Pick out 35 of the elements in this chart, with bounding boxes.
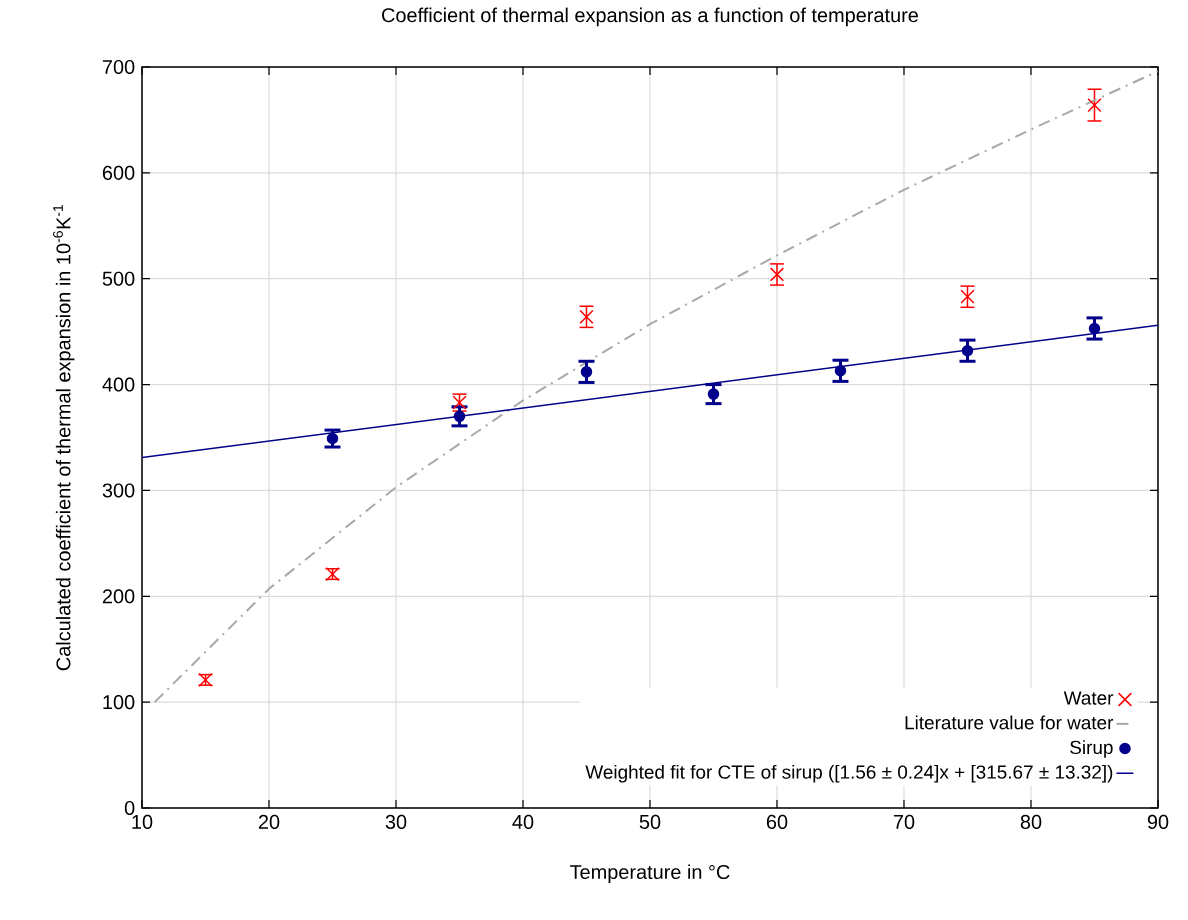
y-tick-label: 300	[102, 483, 135, 498]
y-tick-label: 700	[102, 59, 135, 75]
point	[326, 432, 339, 445]
point	[960, 289, 975, 304]
legend-label: Literature value for water	[905, 715, 1114, 730]
y-tick-label: 200	[102, 589, 135, 604]
line-series	[153, 70, 1158, 704]
y-tick-label: 0	[124, 800, 135, 816]
x-tick-label: 60	[766, 814, 788, 829]
point	[961, 344, 974, 357]
chart-title: Coefficient of thermal expansion as a function of temperature	[382, 7, 918, 27]
x-tick-label: 30	[385, 814, 407, 829]
x-tick-label: 70	[893, 814, 915, 829]
x-axis-title: Temperature in °C	[570, 864, 730, 884]
point	[1088, 322, 1101, 335]
point	[707, 388, 720, 400]
x-tick-label: 20	[258, 814, 280, 829]
point	[580, 366, 593, 378]
point	[769, 267, 785, 282]
x-tick-label: 50	[639, 814, 661, 829]
y-tick-label: 100	[103, 695, 135, 710]
y-axis-title: Calculated coefficient of thermal expansion in 10$^{-6}$K$^{-1}$	[53, 204, 75, 671]
x-tick-label: 40	[512, 814, 534, 829]
legend-label: Weighted fit for CTE of sirup ([1.56 ± 0.24]x + [315.67 ± 13.32])	[585, 764, 1113, 783]
x-tick-label: 90	[1147, 814, 1169, 829]
x-tick-label: 80	[1020, 814, 1042, 829]
point	[1087, 97, 1102, 113]
legend-label: Sirup	[1070, 740, 1113, 758]
x-tick-label: 10	[132, 814, 153, 829]
y-tick-label: 400	[102, 377, 135, 392]
y-tick-label: 600	[102, 165, 135, 180]
legend-label: Water	[1063, 691, 1114, 705]
point	[579, 309, 594, 324]
point	[834, 365, 847, 377]
y-tick-label: 500	[102, 271, 135, 286]
